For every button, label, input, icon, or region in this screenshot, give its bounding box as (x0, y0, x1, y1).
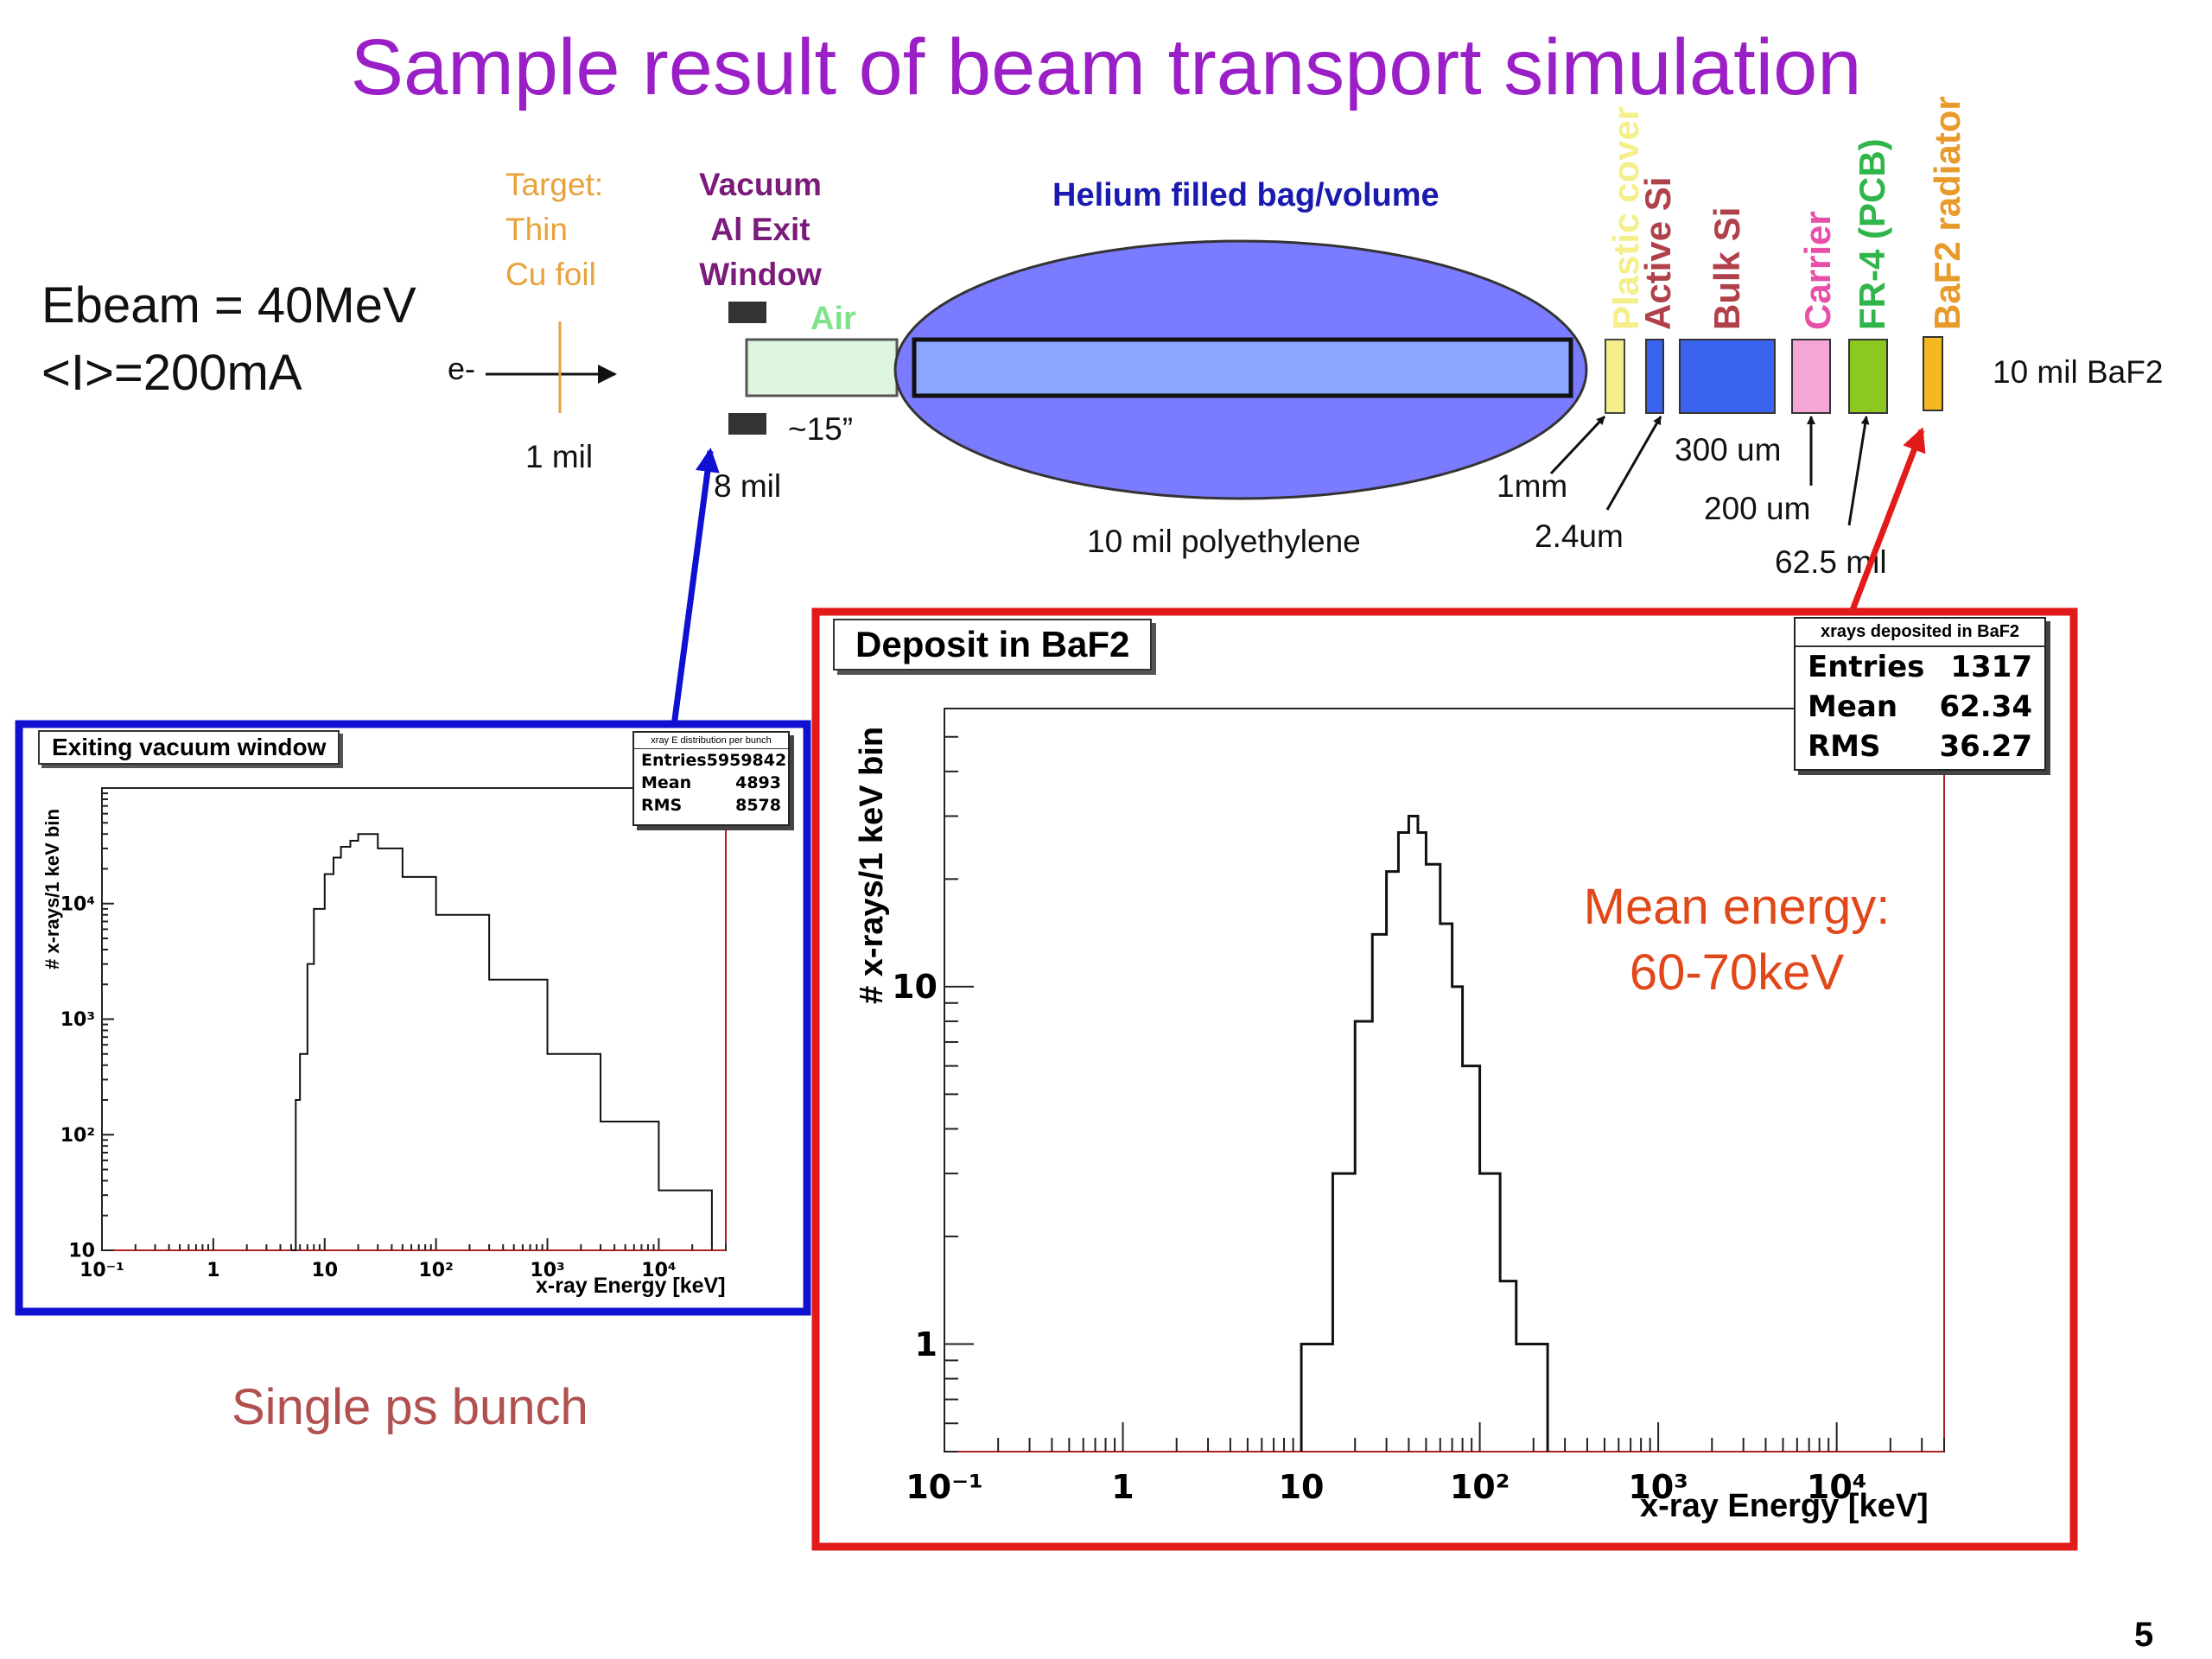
x-tick-label: 10⁻¹ (79, 1260, 124, 1281)
window-thickness: 8 mil (714, 468, 782, 504)
layer-fr4 (1848, 339, 1888, 414)
layer-bulk-si (1679, 339, 1776, 414)
chart1-caption: Single ps bunch (232, 1379, 588, 1435)
x-tick-label: 10² (419, 1260, 454, 1281)
helium-bag (912, 337, 1573, 398)
x-tick-label: 10 (311, 1260, 338, 1281)
page-number: 5 (2134, 1616, 2154, 1654)
right-panel-frame (811, 607, 2078, 1551)
x-tick-label: 10³ (1628, 1468, 1688, 1506)
layer-carrier (1791, 339, 1831, 414)
page-title: Sample result of beam transport simulati… (350, 23, 1862, 111)
layer-plastic-cover (1605, 339, 1625, 414)
layer-dim-carrier: 200 um (1704, 491, 1811, 526)
x-tick-label: 10² (1450, 1468, 1510, 1506)
x-tick-label: 10³ (530, 1260, 564, 1281)
air-label: Air (810, 301, 856, 337)
chart2-title: Deposit in BaF2 (833, 619, 1153, 671)
layer-active-si (1645, 339, 1664, 414)
target-thickness: 1 mil (525, 439, 594, 474)
beam-energy: Ebeam = 40MeV (41, 277, 416, 334)
x-tick-label: 1 (207, 1260, 219, 1281)
chart2-annotation: Mean energy: 60-70keV (1583, 879, 1891, 1001)
left-panel-frame (15, 720, 811, 1316)
window-flange-bottom (728, 413, 766, 435)
y-tick-label: 1 (915, 1325, 938, 1363)
air-length: ~15” (788, 411, 854, 447)
x-tick-label: 10 (1279, 1468, 1325, 1506)
layer-dim-bulk-si: 300 um (1675, 432, 1782, 467)
y-tick-label: 10² (60, 1125, 95, 1147)
y-tick-label: 10³ (60, 1009, 95, 1031)
y-tick-label: 10 (68, 1241, 95, 1262)
layer-dim-baf2: 10 mil BaF2 (1993, 354, 2164, 390)
beam-particle: e- (448, 351, 476, 386)
x-tick-label: 10⁴ (1807, 1468, 1867, 1506)
window-flange-top (728, 302, 766, 323)
layer-dim-plastic: 1mm (1497, 468, 1568, 504)
chart2-stats: xrays deposited in BaF2 Entries 1317 Mean… (1794, 617, 2046, 771)
x-tick-label: 10⁻¹ (906, 1468, 983, 1506)
plot-frame (944, 708, 1945, 1452)
x-tick-label: 1 (1111, 1468, 1134, 1506)
beam-current: <I>=200mA (41, 345, 302, 401)
x-tick-label: 10⁴ (641, 1260, 676, 1281)
chart1-stats: xray E distribution per bunch Entries 595… (632, 731, 790, 826)
chart2-xlabel: x-ray Energy [keV] (1640, 1488, 1929, 1524)
helium-wall: 10 mil polyethylene (1087, 524, 1361, 559)
chart1-title: Exiting vacuum window (38, 730, 340, 765)
y-tick-label: 10⁴ (60, 893, 95, 915)
helium-label: Helium filled bag/volume (1052, 177, 1440, 213)
target-label: Target: Thin Cu foil (505, 167, 604, 292)
chart1-xlabel: x-ray Energy [keV] (536, 1274, 726, 1298)
histogram-series (290, 833, 713, 1251)
air-gap (745, 338, 899, 397)
window-label: Vacuum Al Exit Window (699, 167, 822, 292)
histogram-series (1300, 815, 1549, 1452)
y-tick-label: 10 (892, 968, 938, 1006)
layer-dim-active-si: 2.4um (1535, 518, 1624, 554)
chart2-ylabel: # x-rays/1 keV bin (854, 726, 890, 1004)
layer-baf2 (1923, 336, 1943, 411)
